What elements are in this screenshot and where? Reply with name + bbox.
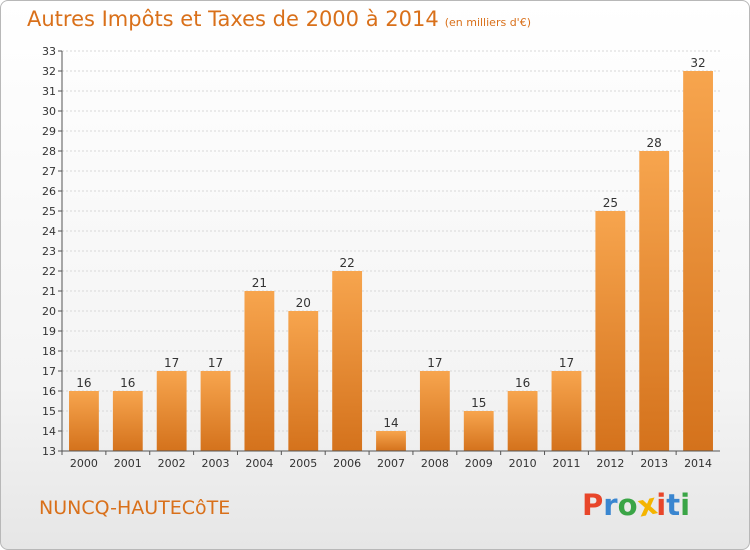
x-tick-label: 2000 [70, 457, 98, 470]
y-tick-label: 16 [42, 385, 56, 398]
brand-letter: r [603, 488, 618, 522]
y-tick-label: 26 [42, 185, 56, 198]
x-tick-label: 2007 [377, 457, 405, 470]
x-tick-label: 2012 [596, 457, 624, 470]
bar-value-label: 28 [647, 136, 662, 150]
x-tick-label: 2004 [245, 457, 273, 470]
bar-2012 [595, 211, 626, 451]
town-name: NUNCQ-HAUTECôTE [39, 497, 231, 519]
bar-value-label: 17 [427, 356, 442, 370]
y-tick-label: 32 [42, 65, 56, 78]
y-tick-label: 22 [42, 265, 56, 278]
x-tick-label: 2005 [289, 457, 317, 470]
bar-value-label: 21 [252, 276, 267, 290]
bar-value-label: 25 [603, 196, 618, 210]
y-tick-label: 13 [42, 445, 56, 458]
y-tick-label: 30 [42, 105, 56, 118]
bar-2011 [551, 371, 582, 451]
y-tick-label: 25 [42, 205, 56, 218]
bar-2001 [112, 391, 143, 451]
y-tick-label: 17 [42, 365, 56, 378]
y-tick-label: 33 [42, 45, 56, 58]
x-tick-label: 2014 [684, 457, 712, 470]
labels: 13 14 15 16 17 18 19 20 21 22 23 24 25 26 27 28 29 30 31 32… [42, 45, 712, 470]
y-tick-label: 14 [42, 425, 56, 438]
x-tick-label: 2006 [333, 457, 361, 470]
chart-title-text: Autres Impôts et Taxes de 2000 à 2014 [27, 7, 439, 31]
bar-2010 [507, 391, 538, 451]
y-tick-label: 29 [42, 125, 56, 138]
brand-letter: P [582, 488, 604, 522]
y-tick-label: 21 [42, 285, 56, 298]
bar-value-label: 22 [339, 256, 354, 270]
bar-value-label: 17 [208, 356, 223, 370]
bar-2006 [332, 271, 363, 451]
x-tick-label: 2013 [640, 457, 668, 470]
x-tick-label: 2008 [421, 457, 449, 470]
y-tick-label: 28 [42, 145, 56, 158]
bar-value-label: 16 [76, 376, 91, 390]
x-tick-label: 2009 [465, 457, 493, 470]
axes [58, 50, 720, 455]
bar-2005 [288, 311, 319, 451]
bar-value-label: 20 [296, 296, 311, 310]
chart-title: Autres Impôts et Taxes de 2000 à 2014 (en… [27, 7, 531, 31]
bar-2002 [156, 371, 187, 451]
y-tick-label: 18 [42, 345, 56, 358]
y-tick-label: 24 [42, 225, 56, 238]
bar-value-label: 14 [383, 416, 398, 430]
brand-letter: i [680, 488, 691, 522]
bar-2013 [639, 151, 670, 451]
bar-2004 [244, 291, 275, 451]
bar-2009 [463, 411, 494, 451]
x-tick-label: 2001 [114, 457, 142, 470]
y-tick-label: 31 [42, 85, 56, 98]
brand-letter: o [617, 488, 638, 522]
chart-subtitle: (en milliers d'€) [444, 16, 531, 29]
x-tick-label: 2011 [552, 457, 580, 470]
bar-value-label: 15 [471, 396, 486, 410]
x-tick-label: 2002 [158, 457, 186, 470]
bar-value-label: 17 [164, 356, 179, 370]
bar-value-label: 16 [515, 376, 530, 390]
bar-value-label: 16 [120, 376, 135, 390]
bar-2000 [69, 391, 99, 451]
bar-value-label: 17 [559, 356, 574, 370]
y-tick-label: 19 [42, 325, 56, 338]
y-tick-label: 23 [42, 245, 56, 258]
x-tick-label: 2003 [202, 457, 230, 470]
bar-2003 [200, 371, 231, 451]
bar-value-label: 32 [690, 56, 705, 70]
brand-logo: Proxiti [582, 486, 691, 523]
y-tick-label: 27 [42, 165, 56, 178]
bars [69, 71, 713, 451]
y-tick-label: 15 [42, 405, 56, 418]
bar-2008 [419, 371, 450, 451]
brand-letter: i [656, 488, 667, 522]
x-tick-label: 2010 [509, 457, 537, 470]
bar-2007 [376, 431, 406, 451]
y-tick-label: 20 [42, 305, 56, 318]
brand-letter: t [666, 488, 681, 522]
bar-2014 [683, 71, 713, 451]
